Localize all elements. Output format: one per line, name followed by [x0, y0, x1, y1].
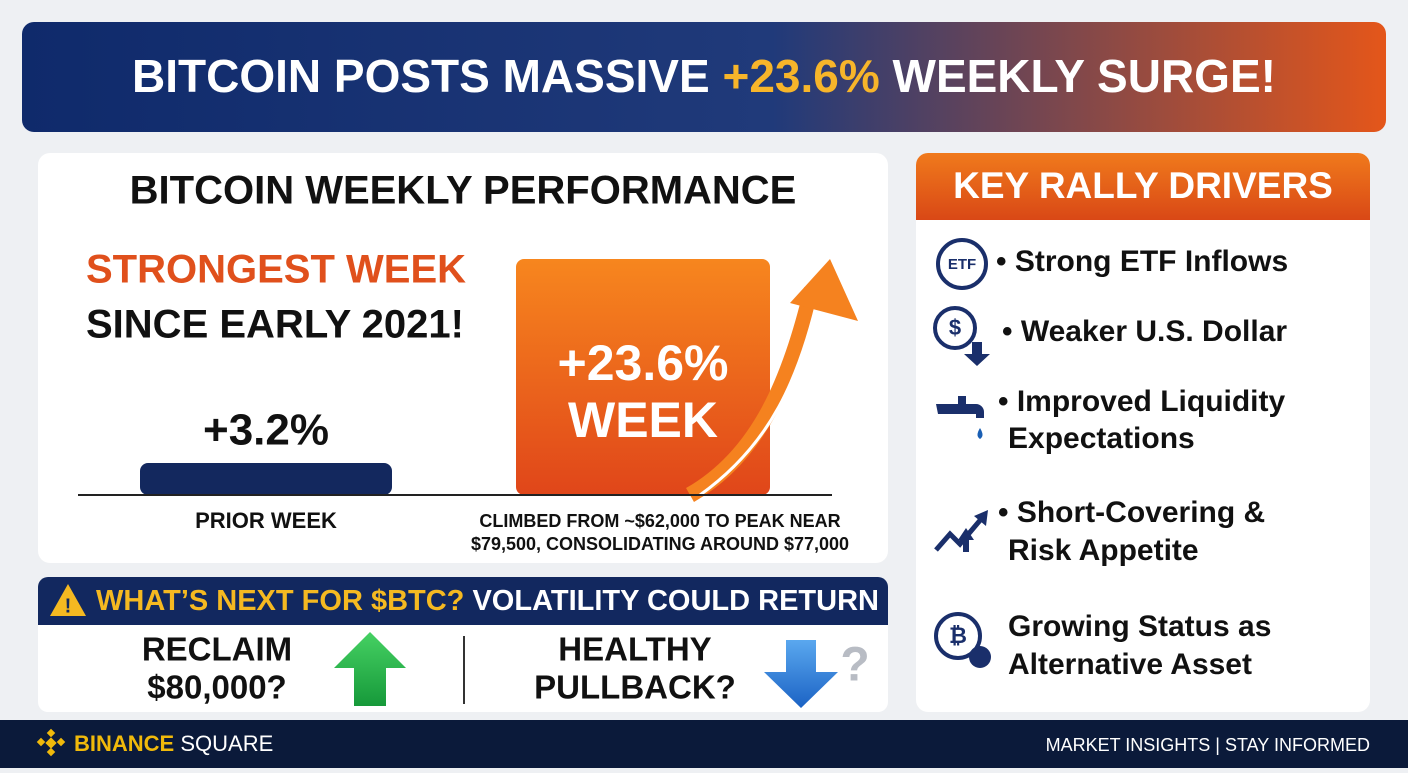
- brand: BINANCE: [74, 731, 174, 756]
- surge-arrow: [685, 287, 820, 502]
- driver-text: Risk Appetite: [1008, 534, 1199, 567]
- driver-text: • Improved Liquidity: [998, 385, 1285, 418]
- question-mark: ?: [840, 639, 869, 692]
- option-text: PULLBACK?: [534, 669, 736, 706]
- performance-title: BITCOIN WEEKLY PERFORMANCE: [130, 169, 797, 213]
- bar-value-label: +3.2%: [203, 406, 329, 455]
- brand-suffix: SQUARE: [180, 731, 273, 756]
- up-arrow: [334, 632, 406, 706]
- driver-text: • Weaker U.S. Dollar: [1002, 315, 1287, 348]
- etf-icon: [936, 238, 988, 290]
- outlook-subtitle: VOLATILITY COULD RETURN: [472, 585, 879, 617]
- trend-arrowhead: [974, 510, 988, 526]
- warning-icon-glyph: !: [65, 595, 72, 617]
- header-banner: [22, 22, 1386, 132]
- trend-icon-arrow: [958, 528, 974, 552]
- header-title: BITCOIN POSTS MASSIVE +23.6% WEEKLY SURG…: [132, 50, 1276, 102]
- exchange-icon: [969, 646, 991, 668]
- bar-value-label: +23.6%: [558, 335, 729, 391]
- outlook-title: WHAT’S NEXT FOR $BTC? VOLATILITY COULD R…: [96, 585, 879, 617]
- icon-text: ₿: [949, 623, 967, 648]
- drivers-title: KEY RALLY DRIVERS: [953, 165, 1333, 206]
- title-highlight: +23.6%: [722, 50, 879, 102]
- dollar-icon: [933, 306, 977, 350]
- bar: [516, 259, 770, 495]
- bar-group: +3.2% PRIOR WEEK +23.6%WEEK CLIMBED FROM ~$…: [140, 259, 858, 554]
- title-end: WEEKLY SURGE!: [893, 50, 1276, 102]
- warning-icon: [50, 584, 86, 616]
- bitcoin-icon: [934, 612, 982, 660]
- footer-tagline: MARKET INSIGHTS | STAY INFORMED: [1046, 735, 1370, 755]
- headline: STRONGEST WEEK: [86, 248, 466, 292]
- driver-text: Expectations: [1008, 422, 1195, 455]
- down-arrow: [764, 640, 838, 708]
- option-text: RECLAIM: [142, 631, 292, 668]
- surge-arrowhead: [790, 259, 858, 321]
- trend-icon: [934, 516, 984, 552]
- drivers-header: [916, 153, 1370, 220]
- footer: [0, 720, 1408, 768]
- bar-category-label: PRIOR WEEK: [195, 508, 337, 533]
- surge-arrow-outline: [699, 288, 822, 497]
- outlook-warning: WHAT’S NEXT FOR $BTC?: [96, 585, 464, 617]
- bar: [140, 463, 392, 495]
- dollar-down-arrow: [964, 342, 990, 366]
- option-text: $80,000?: [147, 669, 286, 706]
- driver-text: • Short-Covering &: [998, 496, 1265, 529]
- driver-text: Growing Status as: [1008, 610, 1271, 643]
- icon-text: ETF: [948, 256, 976, 273]
- faucet-icon: [936, 396, 984, 418]
- outlook-header: [38, 577, 888, 625]
- driver-text: Alternative Asset: [1008, 648, 1252, 681]
- bar-unit-label: WEEK: [568, 392, 718, 448]
- option-text: HEALTHY: [558, 631, 711, 668]
- title-start: BITCOIN POSTS MASSIVE: [132, 50, 710, 102]
- bar-category-label: $79,500, CONSOLIDATING AROUND $77,000: [471, 534, 849, 554]
- footer-brand: BINANCE SQUARE: [74, 731, 273, 756]
- drop-icon: [977, 428, 983, 439]
- icon-text: $: [949, 315, 961, 340]
- bar-category-label: CLIMBED FROM ~$62,000 TO PEAK NEAR: [479, 511, 840, 531]
- driver-text: • Strong ETF Inflows: [996, 245, 1288, 278]
- headline: SINCE EARLY 2021!: [86, 303, 464, 347]
- drivers-panel: [916, 153, 1370, 712]
